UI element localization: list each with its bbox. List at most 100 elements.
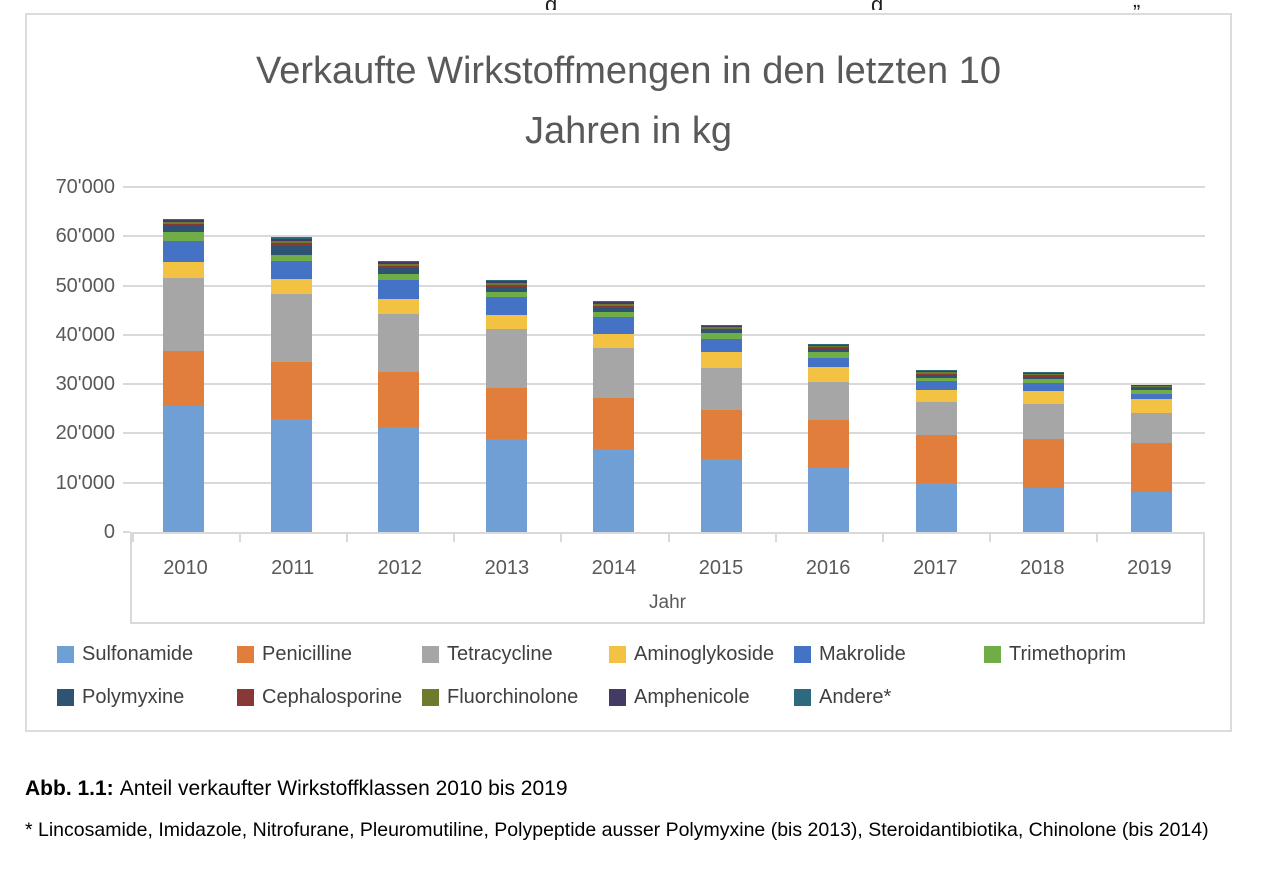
segment-tetracycline [1023, 403, 1065, 440]
x-tick-label: 2016 [805, 557, 851, 579]
segment-amphenicole [485, 281, 527, 283]
legend-label: Cephalosporine [262, 686, 403, 708]
bar-2012 [378, 261, 420, 532]
segment-andere [808, 343, 850, 345]
segment-fluorchinolone [700, 327, 742, 329]
segment-sulfonamide [1023, 487, 1065, 532]
segment-polymyxine [700, 330, 742, 334]
segment-cephalosporine [915, 373, 957, 376]
segment-fluorchinolone [808, 345, 850, 348]
segment-tetracycline [808, 381, 850, 421]
segment-cephalosporine [808, 347, 850, 349]
x-tick [667, 534, 670, 542]
segment-amphenicole [700, 326, 742, 328]
segment-polymyxine [1023, 376, 1065, 380]
legend-swatch [609, 688, 626, 706]
x-tick-label: 2010 [163, 557, 208, 579]
chart-title-line2: Jahren in kg [524, 110, 732, 152]
legend-item-sulfonamide: Sulfonamide [57, 643, 193, 665]
segment-cephalosporine [700, 328, 742, 330]
footnote: * Lincosamide, Imidazole, Nitrofurane, P… [25, 819, 1209, 841]
x-tick [132, 534, 134, 542]
segment-tetracycline [1130, 413, 1172, 443]
y-axis: 0 10'000 20'000 30'000 40'000 50'000 60'000 70'… [27, 15, 130, 730]
segment-andere [700, 325, 742, 327]
bar-2017 [915, 369, 957, 532]
legend-item-aminoglykoside: Aminoglykoside [609, 643, 774, 665]
y-tick [123, 531, 130, 533]
x-tick [239, 534, 242, 542]
segment-penicilline [808, 420, 850, 468]
segment-polymyxine [378, 267, 420, 274]
segment-sulfonamide [270, 418, 312, 532]
y-tick [123, 432, 130, 435]
segment-cephalosporine [485, 284, 527, 287]
y-tick-label: 20'000 [55, 422, 115, 445]
x-tick-label: 2018 [1020, 557, 1065, 579]
legend-item-amphenicole: Amphenicole [609, 686, 750, 708]
segment-penicilline [915, 434, 957, 483]
legend-item-makrolide: Makrolide [794, 643, 906, 665]
legend-swatch [422, 645, 439, 663]
segment-trimethoprim [1130, 389, 1172, 394]
segment-fluorchinolone [1130, 385, 1172, 387]
gridline [130, 333, 1205, 336]
y-tick [123, 333, 130, 336]
chart-title-line1: Verkaufte Wirkstoffmengen in den letzten… [256, 50, 1001, 92]
segment-polymyxine [808, 348, 850, 352]
legend-swatch [984, 645, 1001, 663]
segment-trimethoprim [378, 273, 420, 280]
legend-label: Aminoglykoside [634, 643, 775, 665]
segment-cephalosporine [1023, 375, 1065, 377]
caption-text: Anteil verkaufter Wirkstoffklassen 2010 … [119, 777, 568, 800]
legend-swatch [57, 688, 74, 706]
segment-makrolide [593, 316, 635, 335]
segment-fluorchinolone [593, 303, 635, 306]
x-tick-label: 2013 [484, 557, 530, 579]
bar-2015 [700, 325, 742, 532]
segment-polymyxine [593, 307, 635, 312]
legend-label: Fluorchinolone [447, 686, 579, 708]
segment-amphenicole [1023, 373, 1065, 375]
y-tick [123, 284, 130, 287]
segment-polymyxine [270, 245, 312, 255]
segment-trimethoprim [593, 311, 635, 317]
y-tick-label: 10'000 [55, 471, 115, 494]
y-tick-label: 60'000 [55, 225, 115, 248]
legend-swatch [57, 645, 74, 663]
segment-penicilline [593, 398, 635, 450]
segment-andere [163, 218, 205, 221]
segment-sulfonamide [915, 482, 957, 532]
legend: Sulfonamide Penicilline Tetracycline Aminog… [27, 643, 1230, 718]
x-tick [346, 534, 349, 542]
segment-sulfonamide [163, 406, 205, 532]
segment-trimethoprim [915, 378, 957, 382]
legend-swatch [794, 688, 811, 706]
x-tick [774, 534, 777, 542]
chart-figure: Verkaufte Wirkstoffmengen in den letzten… [25, 13, 1232, 732]
segment-polymyxine [915, 375, 957, 379]
segment-aminoglykoside [1023, 391, 1065, 404]
bar-2014 [593, 301, 635, 532]
segment-amphenicole [270, 238, 312, 241]
segment-penicilline [378, 372, 420, 427]
segment-penicilline [700, 410, 742, 460]
segment-trimethoprim [485, 291, 527, 298]
segment-makrolide [378, 279, 420, 299]
gridline [130, 186, 1205, 188]
legend-swatch [794, 645, 811, 663]
segment-fluorchinolone [1023, 374, 1065, 376]
segment-aminoglykoside [485, 314, 527, 329]
legend-swatch [609, 645, 626, 663]
y-tick [123, 481, 130, 484]
y-tick-label: 0 [103, 521, 115, 543]
segment-fluorchinolone [270, 240, 312, 244]
segment-amphenicole [378, 262, 420, 264]
clipped-glyph: „ [1133, 0, 1140, 10]
gridline [130, 481, 1205, 484]
segment-trimethoprim [808, 351, 850, 358]
segment-sulfonamide [808, 467, 850, 532]
y-tick [123, 235, 130, 238]
legend-item-andere: Andere* [794, 686, 891, 708]
segment-sulfonamide [593, 449, 635, 532]
